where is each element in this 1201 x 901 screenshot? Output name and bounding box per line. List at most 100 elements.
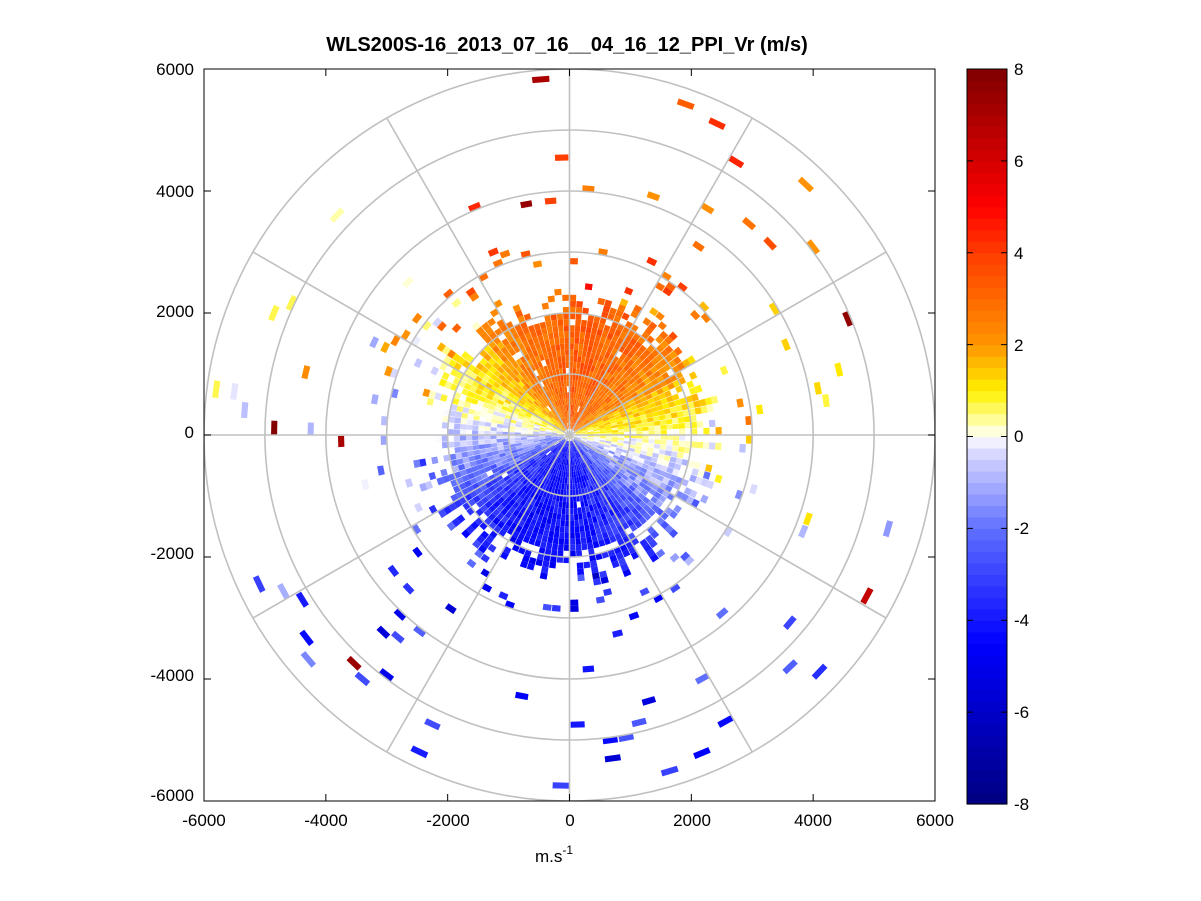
range-gate-cell bbox=[558, 501, 563, 508]
range-gate-cell bbox=[538, 395, 545, 402]
range-gate-cell bbox=[552, 428, 559, 432]
range-gate-cell bbox=[554, 423, 560, 428]
range-gate-cell bbox=[546, 440, 553, 444]
range-gate-cell bbox=[526, 410, 533, 416]
range-gate-cell bbox=[571, 423, 574, 430]
range-gate-cell bbox=[542, 477, 548, 484]
range-gate-cell bbox=[560, 489, 564, 496]
range-gate-cell bbox=[466, 445, 474, 452]
range-gate-cell bbox=[421, 320, 432, 331]
range-gate-cell bbox=[533, 455, 540, 461]
range-gate-cell bbox=[667, 479, 676, 488]
range-gate-cell bbox=[566, 459, 569, 466]
range-gate-cell bbox=[535, 507, 542, 515]
range-gate-cell bbox=[579, 424, 585, 429]
range-gate-cell bbox=[612, 370, 620, 378]
range-gate-cell bbox=[638, 471, 646, 478]
azimuth-spoke bbox=[568, 117, 753, 436]
range-gate-cell bbox=[504, 503, 512, 511]
range-gate-cell bbox=[689, 474, 697, 483]
range-gate-cell bbox=[654, 479, 662, 487]
range-gate-cell bbox=[656, 486, 665, 495]
range-gate-cell bbox=[593, 437, 600, 440]
range-gate-cell bbox=[669, 406, 677, 413]
range-gate-cell bbox=[658, 392, 666, 400]
range-gate-cell bbox=[589, 472, 594, 479]
range-gate-cell bbox=[493, 471, 501, 478]
range-gate-cell bbox=[533, 436, 540, 439]
range-gate-cell bbox=[585, 530, 591, 538]
range-gate-cell bbox=[594, 489, 600, 497]
range-gate-cell bbox=[448, 502, 458, 512]
range-gate-cell bbox=[574, 398, 577, 406]
range-gate-cell bbox=[563, 489, 567, 496]
range-gate-cell bbox=[570, 440, 573, 447]
range-gate-cell bbox=[529, 344, 537, 352]
range-gate-cell bbox=[478, 444, 486, 450]
range-gate-cell bbox=[590, 529, 597, 537]
range-gate-cell bbox=[523, 487, 531, 495]
range-gate-cell bbox=[520, 485, 528, 492]
range-gate-cell bbox=[690, 441, 698, 448]
range-gate-cell bbox=[560, 464, 564, 471]
range-gate-cell bbox=[459, 435, 467, 441]
range-gate-cell bbox=[745, 415, 752, 425]
range-gate-cell bbox=[443, 454, 451, 462]
range-gate-cell bbox=[569, 337, 575, 344]
range-gate-cell bbox=[604, 754, 621, 763]
range-gate-cell bbox=[461, 388, 470, 396]
range-gate-cell bbox=[479, 448, 487, 454]
range-gate-cell bbox=[591, 455, 597, 461]
range-gate-cell bbox=[488, 404, 496, 411]
colorbar-strip bbox=[967, 241, 1007, 254]
range-gate-cell bbox=[555, 422, 561, 427]
range-gate-cell bbox=[469, 385, 477, 393]
range-gate-cell bbox=[602, 343, 609, 352]
range-gate-cell bbox=[604, 351, 611, 359]
colorbar-strip bbox=[967, 183, 1007, 196]
range-gate-cell bbox=[496, 350, 504, 358]
range-gate-cell bbox=[565, 416, 568, 424]
range-gate-cell bbox=[569, 508, 574, 515]
range-gate-cell bbox=[554, 400, 559, 408]
range-gate-cell bbox=[573, 439, 579, 444]
range-gate-cell bbox=[593, 440, 600, 443]
range-gate-cell bbox=[528, 537, 536, 546]
range-gate-cell bbox=[528, 396, 535, 403]
range-gate-cell bbox=[599, 441, 606, 445]
range-gate-cell bbox=[533, 493, 540, 501]
range-gate-cell bbox=[562, 477, 565, 484]
range-gate-cell bbox=[572, 459, 575, 466]
range-gate-cell bbox=[495, 461, 503, 468]
range-gate-cell bbox=[669, 510, 678, 519]
range-gate-cell bbox=[543, 497, 549, 505]
colorbar-tick-labels: 8 6 4 2 0 -2 -4 -6 -8 bbox=[1014, 60, 1029, 814]
range-gate-cell bbox=[520, 200, 533, 209]
range-gate-cell bbox=[613, 399, 621, 405]
range-gate-cell bbox=[533, 384, 540, 391]
range-gate-cell bbox=[487, 247, 499, 257]
range-gate-cell bbox=[585, 423, 592, 428]
range-gate-cell bbox=[500, 507, 509, 516]
range-gate-cell bbox=[561, 405, 565, 412]
range-gate-cell bbox=[596, 382, 603, 389]
range-gate-cell bbox=[570, 599, 579, 606]
range-gate-cell bbox=[504, 367, 513, 375]
range-gate-cell bbox=[670, 412, 678, 419]
range-gate-cell bbox=[495, 377, 503, 385]
range-gate-cell bbox=[536, 397, 543, 404]
range-gate-cell bbox=[564, 331, 570, 338]
range-gate-cell bbox=[469, 292, 480, 302]
range-gate-cell bbox=[606, 366, 613, 374]
range-gate-cell bbox=[571, 392, 574, 399]
range-gate-cell bbox=[587, 431, 594, 433]
range-gate-cell bbox=[599, 369, 606, 377]
range-gate-cell bbox=[697, 469, 705, 478]
range-gate-cell bbox=[531, 385, 538, 393]
range-gate-cell bbox=[577, 421, 583, 427]
range-gate-cell bbox=[536, 348, 543, 356]
range-gate-cell bbox=[499, 249, 511, 259]
range-gate-cell bbox=[571, 440, 574, 447]
range-gate-cell bbox=[608, 375, 616, 383]
range-gate-cell bbox=[586, 427, 593, 431]
